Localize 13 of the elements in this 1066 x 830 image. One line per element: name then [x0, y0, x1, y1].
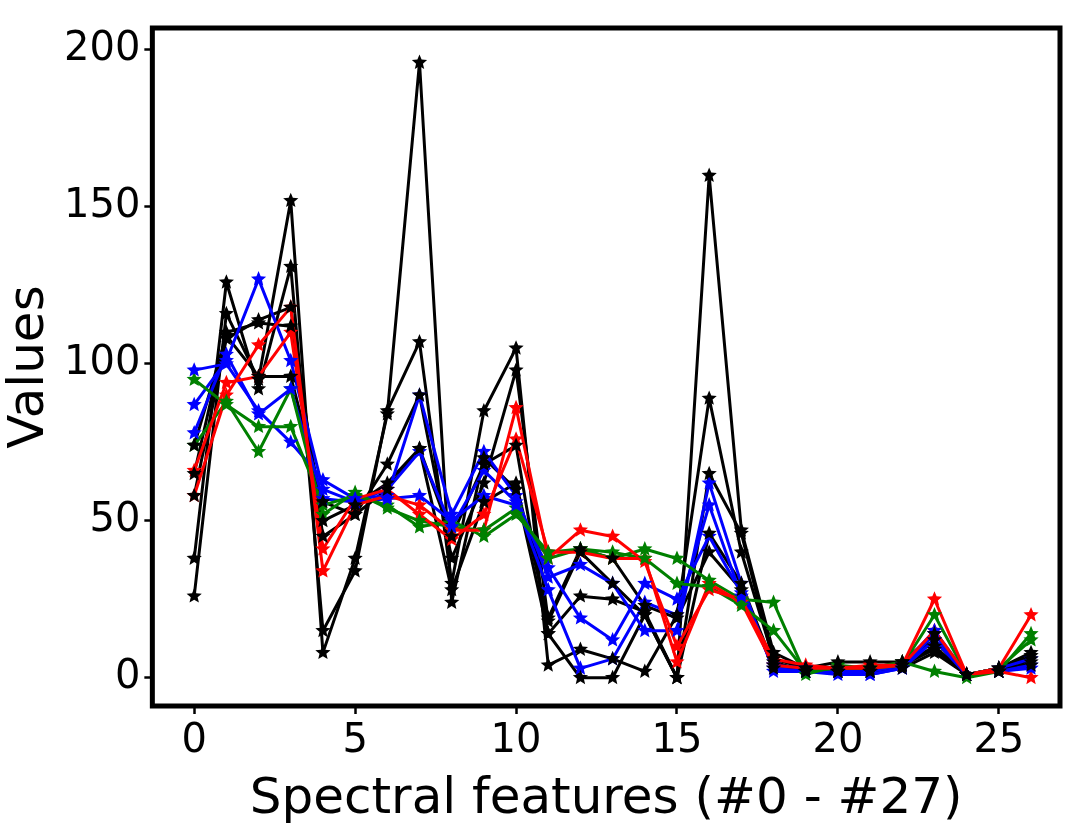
x-tick-label: 15 — [651, 715, 703, 762]
y-tick-label: 0 — [114, 651, 141, 698]
y-tick-label: 200 — [63, 23, 141, 70]
x-tick-label: 20 — [812, 715, 864, 762]
y-axis-title: Values — [0, 285, 55, 449]
y-tick-label: 150 — [63, 180, 141, 227]
x-tick-label: 10 — [490, 715, 542, 762]
x-axis-title: Spectral features (#0 - #27) — [249, 766, 963, 825]
x-tick-label: 5 — [342, 715, 368, 762]
y-tick-label: 100 — [63, 337, 141, 384]
x-tick-label: 0 — [181, 715, 207, 762]
x-tick-label: 25 — [973, 715, 1025, 762]
y-tick-label: 50 — [89, 494, 141, 541]
